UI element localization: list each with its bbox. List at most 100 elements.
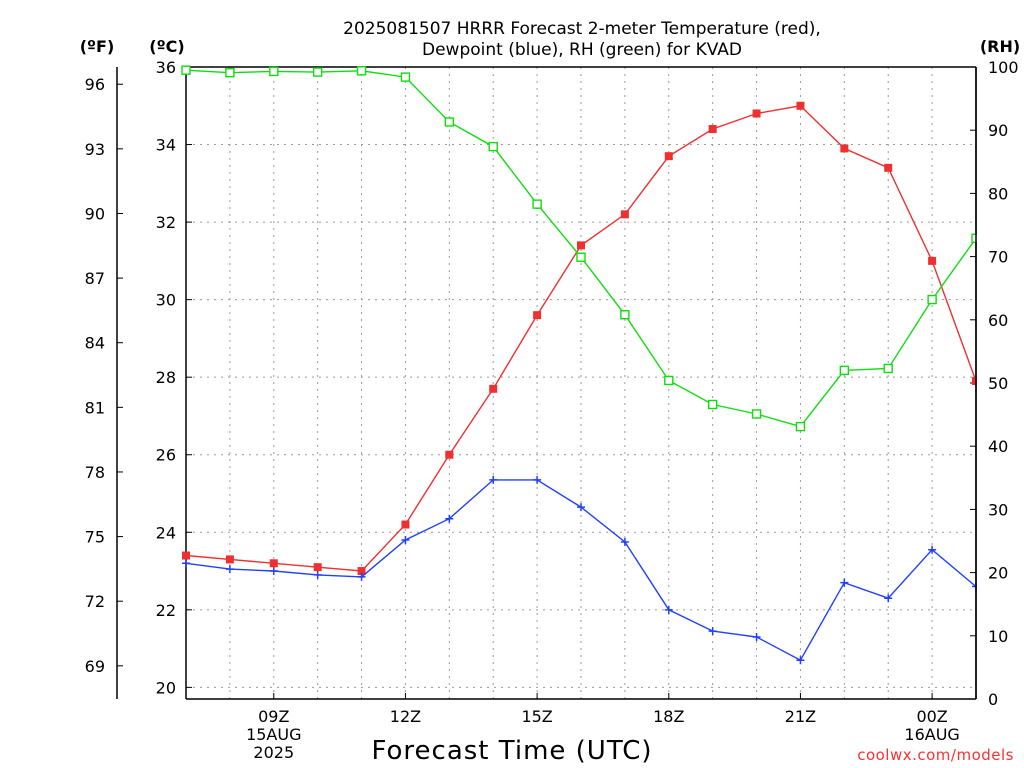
temperature-data-point xyxy=(840,144,849,153)
dewpoint-data-point xyxy=(182,559,190,568)
temperature-data-point xyxy=(664,152,673,161)
rh-data-point xyxy=(751,409,762,419)
x-axis-label: Forecast Time (UTC) xyxy=(371,736,652,766)
rh-tick-label: 70 xyxy=(988,248,1008,267)
rh-data-point xyxy=(444,117,455,127)
celsius-tick-label: 26 xyxy=(156,446,176,465)
rh-tick-label: 40 xyxy=(988,437,1008,456)
celsius-tick-label: 32 xyxy=(156,213,176,232)
celsius-tick-label: 28 xyxy=(156,368,176,387)
rh-data-point xyxy=(883,363,893,374)
celsius-tick-label: 24 xyxy=(156,523,176,542)
temperature-data-point xyxy=(928,256,937,265)
dewpoint-data-point xyxy=(708,627,717,636)
right-edge-mask xyxy=(977,59,983,707)
rh-data-point xyxy=(488,141,498,152)
x-tick-label: 15AUG xyxy=(246,725,301,744)
temperature-data-point xyxy=(269,559,278,568)
rh-data-point xyxy=(839,365,850,376)
rh-data-point xyxy=(532,199,542,209)
fahrenheit-tick-label: 87 xyxy=(85,269,105,288)
celsius-tick-label: 34 xyxy=(156,136,176,155)
celsius-tick-label: 36 xyxy=(156,58,176,77)
temperature-data-point xyxy=(225,555,234,564)
series-layer xyxy=(181,65,981,665)
x-tick-label: 15Z xyxy=(521,707,552,726)
dewpoint-data-point xyxy=(577,503,585,512)
rh-unit-label: (RH) xyxy=(980,37,1020,56)
rh-tick-label: 10 xyxy=(988,627,1008,646)
dewpoint-data-point xyxy=(928,545,937,554)
frame-layer xyxy=(975,59,983,707)
rh-data-point xyxy=(620,310,630,320)
x-tick-label: 21Z xyxy=(785,707,816,726)
rh-data-point xyxy=(707,399,718,410)
temperature-data-point xyxy=(401,520,410,529)
chart-title-line1: 2025081507 HRRR Forecast 2-meter Tempera… xyxy=(343,19,821,39)
dewpoint-data-point xyxy=(840,578,849,587)
rh-tick-label: 60 xyxy=(988,311,1008,330)
rh-tick-label: 30 xyxy=(988,500,1008,519)
celsius-tick-label: 30 xyxy=(156,291,176,310)
rh-data-point xyxy=(927,294,937,305)
rh-data-point xyxy=(576,252,586,262)
rh-tick-label: 50 xyxy=(988,374,1008,393)
temperature-data-point xyxy=(752,109,761,118)
temperature-data-point xyxy=(577,241,585,250)
dewpoint-data-point xyxy=(313,570,322,579)
temperature-data-point xyxy=(796,101,805,110)
rh-data-point xyxy=(356,66,367,76)
dewpoint-data-point xyxy=(225,565,234,574)
rh-data-point xyxy=(269,66,279,77)
temperature-data-point xyxy=(182,551,190,560)
rh-tick-label: 20 xyxy=(988,564,1008,583)
fahrenheit-tick-label: 90 xyxy=(85,204,105,223)
dewpoint-data-point xyxy=(357,572,366,581)
x-tick-label: 00Z xyxy=(916,707,947,726)
dewpoint-data-point xyxy=(533,475,542,484)
fahrenheit-tick-label: 78 xyxy=(85,463,105,482)
rh-data-point xyxy=(225,67,235,78)
dewpoint-data-point xyxy=(445,514,454,523)
dewpoint-data-point xyxy=(752,632,761,641)
grid-layer xyxy=(185,66,977,699)
x-tick-label: 2025 xyxy=(253,743,294,762)
temperature-data-point xyxy=(489,384,498,393)
celsius-tick-label: 22 xyxy=(156,601,176,620)
rh-data-point xyxy=(181,65,191,75)
rh-data-point xyxy=(664,375,674,386)
rh-tick-label: 100 xyxy=(988,58,1019,77)
dewpoint-data-point xyxy=(664,605,673,614)
rh-tick-label: 80 xyxy=(988,184,1008,203)
celsius-tick-label: 20 xyxy=(156,678,176,697)
fahrenheit-tick-label: 75 xyxy=(85,528,105,547)
fahrenheit-tick-label: 84 xyxy=(85,334,105,353)
dewpoint-data-point xyxy=(269,567,278,576)
dewpoint-data-point xyxy=(620,537,629,546)
fahrenheit-unit-label: (ºF) xyxy=(80,37,115,56)
temperature-data-point xyxy=(708,125,717,134)
dewpoint-data-point xyxy=(796,656,805,665)
celsius-unit-label: (ºC) xyxy=(149,37,184,56)
dewpoint-data-point xyxy=(489,475,498,484)
rh-data-point xyxy=(312,67,323,77)
temperature-data-point xyxy=(620,210,629,219)
fahrenheit-tick-label: 96 xyxy=(85,75,105,94)
x-tick-label: 09Z xyxy=(258,707,289,726)
temperature-data-point xyxy=(884,163,893,172)
fahrenheit-tick-label: 93 xyxy=(85,140,105,159)
chart-title-line2: Dewpoint (blue), RH (green) for KVAD xyxy=(422,40,742,60)
fahrenheit-tick-label: 69 xyxy=(85,657,105,676)
dewpoint-data-point xyxy=(401,536,410,545)
fahrenheit-tick-label: 72 xyxy=(85,592,105,611)
dewpoint-data-point xyxy=(884,594,893,603)
x-tick-label: 12Z xyxy=(390,707,421,726)
rh-data-point xyxy=(795,421,806,432)
x-tick-label: 18Z xyxy=(653,707,684,726)
rh-data-point xyxy=(400,72,411,82)
x-tick-label: 16AUG xyxy=(904,725,959,744)
rh-tick-label: 90 xyxy=(988,121,1008,140)
credit-text: coolwx.com/models xyxy=(857,746,1014,764)
temperature-data-point xyxy=(533,311,542,320)
